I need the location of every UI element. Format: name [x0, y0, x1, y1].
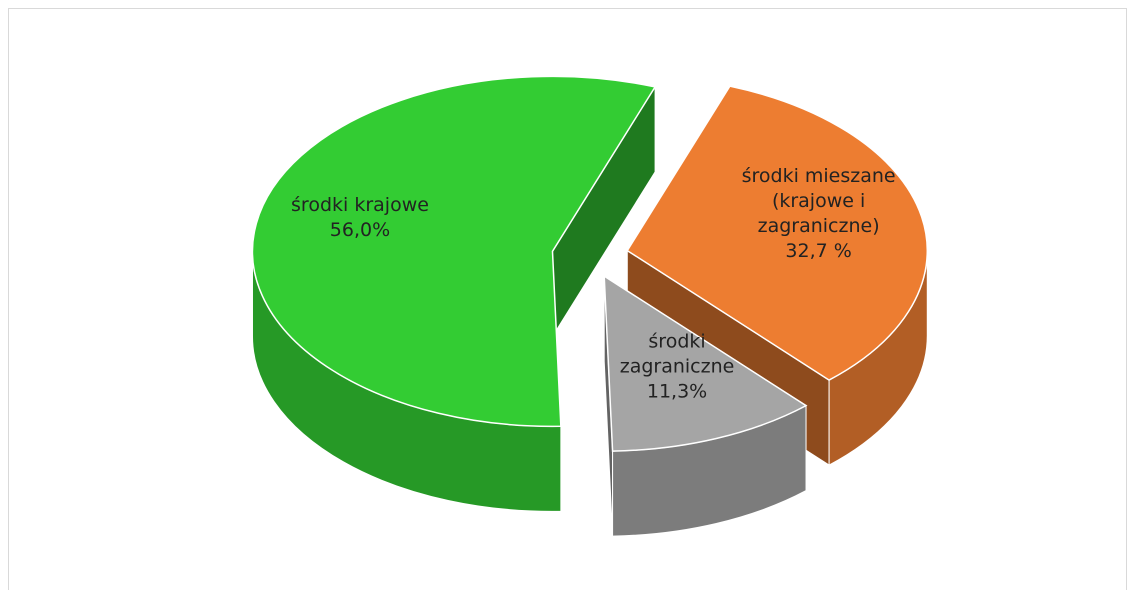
slice — [251, 75, 657, 428]
category-label: środki krajowe — [291, 194, 429, 217]
slice — [603, 274, 808, 452]
data-label: środki krajowe 56,0% — [272, 193, 447, 243]
value-label: 32,7 % — [785, 239, 852, 262]
category-label: środki mieszane (krajowe i zagraniczne) — [741, 164, 896, 237]
value-label: 11,3% — [646, 380, 708, 403]
category-label: środki zagraniczne — [619, 330, 735, 378]
data-label: środki mieszane (krajowe i zagraniczne) 3… — [731, 164, 906, 264]
value-label: 56,0% — [329, 219, 391, 242]
frame — [8, 8, 1127, 590]
slice — [626, 85, 928, 381]
data-label: środki zagraniczne 11,3% — [590, 329, 765, 404]
